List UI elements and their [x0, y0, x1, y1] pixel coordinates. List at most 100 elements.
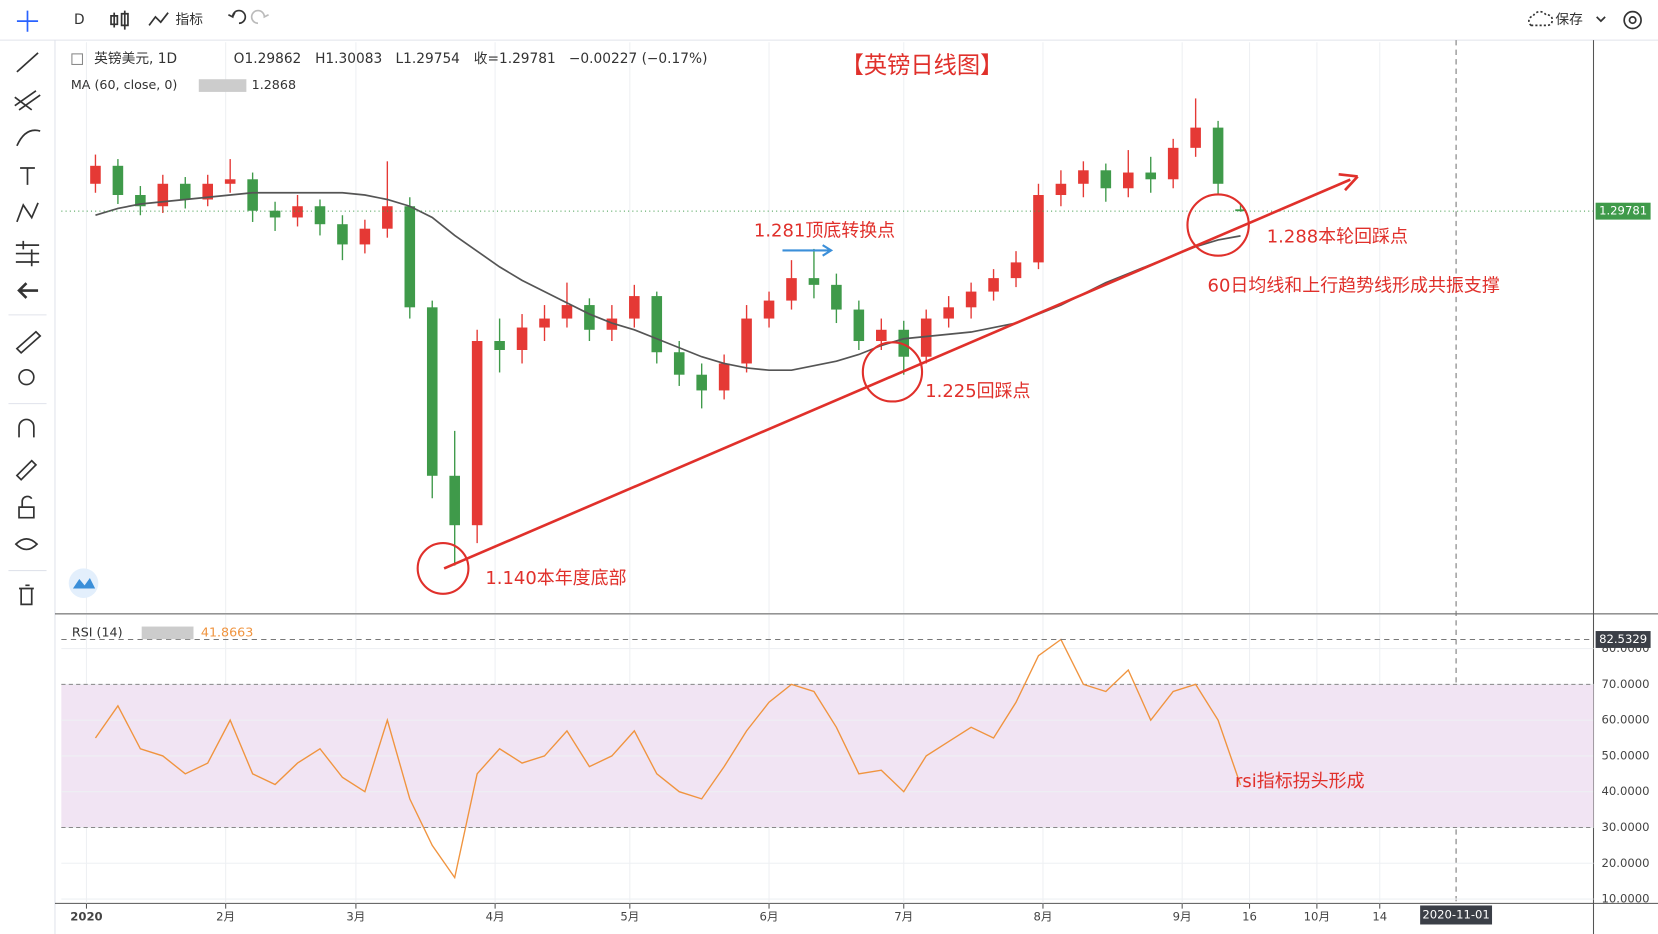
- projection-tool[interactable]: [15, 240, 40, 267]
- candle-body: [718, 363, 730, 391]
- zoom-tool[interactable]: [18, 368, 35, 386]
- annotation: 60日均线和上行趋势线形成共振支撑: [1208, 275, 1500, 296]
- logo[interactable]: [68, 568, 99, 599]
- candle-body: [988, 278, 999, 292]
- x-tick-label: 2月: [216, 910, 235, 924]
- last-price-label: 1.29781: [1599, 204, 1647, 218]
- low-value: L1.29754: [395, 51, 459, 67]
- candle-body: [898, 329, 910, 357]
- annotation: 1.140本年度底部: [485, 568, 626, 589]
- crosshair-tool[interactable]: [16, 10, 39, 32]
- redo-button[interactable]: [250, 9, 269, 25]
- brush-tool[interactable]: [16, 129, 41, 147]
- line-tool[interactable]: [16, 52, 39, 73]
- top-toolbar: D 指标 保存: [0, 9, 1658, 41]
- ma-controls[interactable]: [198, 79, 247, 92]
- annotation: 1.225回踩点: [925, 381, 1030, 402]
- candle-body: [1190, 127, 1201, 148]
- blue-arrow: [782, 244, 834, 257]
- candle-body: [314, 206, 326, 225]
- back-tool[interactable]: [17, 282, 39, 299]
- x-tick-label: 4月: [486, 910, 505, 924]
- candle-body: [696, 374, 707, 391]
- rsi-controls[interactable]: [141, 626, 194, 640]
- indicators-button[interactable]: 指标: [176, 12, 204, 28]
- crosshair-value: 82.5329: [1599, 632, 1647, 646]
- candle-body: [1055, 183, 1067, 196]
- lock-tool[interactable]: [18, 495, 35, 519]
- interval-button[interactable]: D: [74, 12, 85, 28]
- x-tick-label: 5月: [620, 910, 639, 924]
- settings-center: [1628, 16, 1637, 25]
- chart-title: 【英镑日线图】: [841, 52, 1004, 79]
- candle-body: [786, 278, 797, 301]
- candle-body: [1010, 262, 1022, 279]
- rsi-name: RSI (14): [72, 624, 123, 639]
- trend-line: [443, 178, 1351, 570]
- candle-body: [651, 296, 663, 353]
- candle-body: [179, 183, 191, 200]
- left-toolbar: [8, 40, 56, 934]
- candle-body: [584, 305, 595, 330]
- collapse-icon[interactable]: [71, 53, 84, 65]
- x-tick-label: 9月: [1173, 910, 1192, 924]
- candle-body: [853, 309, 865, 342]
- candle-body: [1033, 195, 1044, 263]
- candle-body: [157, 183, 169, 207]
- candle-body: [449, 475, 460, 526]
- x-tick-label: 16: [1242, 910, 1257, 924]
- rsi-value: 41.8663: [201, 624, 253, 639]
- candle-body: [112, 165, 124, 196]
- candle-body: [1078, 170, 1089, 184]
- candle-body: [292, 206, 303, 218]
- settings-button[interactable]: [1623, 10, 1642, 30]
- candle-body: [1167, 147, 1179, 180]
- open-value: O1.29862: [234, 51, 302, 67]
- candle-body: [920, 318, 932, 357]
- rsi-line: [94, 638, 1242, 880]
- ruler-tool[interactable]: [15, 330, 42, 355]
- annotation: rsi指标拐头形成: [1235, 771, 1365, 792]
- save-menu[interactable]: [1596, 16, 1606, 23]
- candle-body: [741, 318, 752, 364]
- candle-body: [90, 165, 101, 184]
- y-tick-label: 10.0000: [1602, 892, 1650, 906]
- candle-body: [359, 228, 371, 245]
- candle-body: [404, 206, 416, 308]
- candle-body: [382, 206, 393, 229]
- chart-type-button[interactable]: [110, 10, 129, 30]
- undo-button[interactable]: [228, 9, 247, 25]
- grid: 2020 2月 3月 4月 5月 6月 7月 8月 9月 16 10月 14 2020-11-0180.…: [61, 40, 1650, 925]
- candle-body: [808, 278, 820, 285]
- stay-drawing-tool[interactable]: [15, 459, 38, 481]
- delete-tool[interactable]: [19, 584, 34, 606]
- y-tick-label: 60.0000: [1602, 713, 1650, 727]
- symbol: 英镑美元, 1D: [94, 50, 177, 67]
- x-tick-label: 10月: [1304, 910, 1330, 924]
- save-button[interactable]: 保存: [1555, 12, 1583, 28]
- text-tool[interactable]: [20, 167, 35, 185]
- candle-body: [831, 284, 842, 310]
- crosshair-value-box: [1595, 631, 1651, 648]
- crosshair-date-box: [1420, 905, 1493, 925]
- x-tick-label: 8月: [1033, 910, 1052, 924]
- pattern-tool[interactable]: [16, 202, 39, 223]
- hide-tool[interactable]: [14, 538, 39, 551]
- x-tick-label: 6月: [760, 910, 779, 924]
- annotation: 1.281顶底转换点: [754, 220, 895, 241]
- candle-body: [561, 305, 573, 319]
- candle-body: [135, 195, 146, 207]
- candle-body: [763, 300, 775, 319]
- candle-body: [1212, 127, 1224, 184]
- candle-body: [1122, 172, 1134, 189]
- fib-tool[interactable]: [14, 90, 41, 111]
- magnet-tool[interactable]: [18, 418, 35, 438]
- candle-body: [471, 341, 483, 526]
- indicator-icon[interactable]: [148, 12, 169, 26]
- candle-body: [516, 327, 528, 350]
- ma-value: 1.2868: [252, 77, 296, 92]
- candle-body: [629, 296, 640, 319]
- x-tick-label: 14: [1372, 910, 1387, 924]
